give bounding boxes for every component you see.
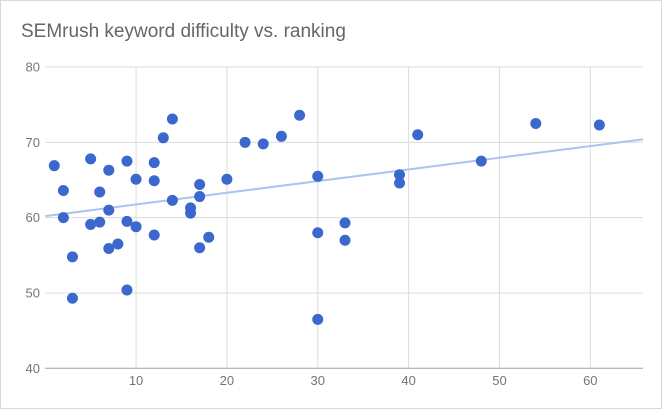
scatter-point[interactable] — [166, 113, 178, 125]
scatter-point[interactable] — [148, 229, 160, 241]
scatter-point[interactable] — [475, 155, 487, 167]
scatter-point[interactable] — [593, 119, 605, 131]
scatter-point[interactable] — [185, 207, 197, 219]
scatter-point[interactable] — [394, 177, 406, 189]
chart-title: SEMrush keyword difficulty vs. ranking — [21, 21, 346, 42]
scatter-point[interactable] — [339, 234, 351, 246]
y-tick-label: 50 — [26, 285, 40, 300]
scatter-point[interactable] — [121, 155, 133, 167]
scatter-point[interactable] — [85, 153, 97, 165]
scatter-point[interactable] — [148, 175, 160, 187]
x-tick-label: 10 — [129, 373, 143, 388]
scatter-point[interactable] — [103, 204, 115, 216]
scatter-point[interactable] — [275, 130, 287, 142]
scatter-point[interactable] — [412, 129, 424, 141]
scatter-point[interactable] — [194, 179, 206, 191]
scatter-point[interactable] — [112, 238, 124, 250]
x-tick-label: 50 — [492, 373, 506, 388]
scatter-point[interactable] — [57, 212, 69, 224]
scatter-point[interactable] — [121, 215, 133, 227]
x-tick-label: 40 — [401, 373, 415, 388]
scatter-point[interactable] — [85, 218, 97, 230]
scatter-point[interactable] — [130, 173, 142, 185]
scatter-point[interactable] — [94, 216, 106, 228]
scatter-point[interactable] — [294, 109, 306, 121]
y-tick-label: 40 — [26, 361, 40, 376]
x-tick-label: 30 — [311, 373, 325, 388]
trendline — [45, 138, 644, 218]
scatter-point[interactable] — [257, 138, 269, 150]
scatter-point[interactable] — [312, 170, 324, 182]
scatter-point[interactable] — [312, 313, 324, 325]
scatter-point[interactable] — [103, 164, 115, 176]
scatter-point[interactable] — [239, 136, 251, 148]
scatter-point[interactable] — [148, 157, 160, 169]
x-tick-label: 20 — [220, 373, 234, 388]
scatter-point[interactable] — [130, 221, 142, 233]
y-tick-label: 70 — [26, 135, 40, 150]
scatter-point[interactable] — [166, 194, 178, 206]
scatter-point[interactable] — [194, 242, 206, 254]
scatter-point[interactable] — [94, 186, 106, 198]
scatter-point[interactable] — [530, 117, 542, 129]
scatter-point[interactable] — [221, 173, 233, 185]
scatter-point[interactable] — [312, 227, 324, 239]
scatter-point[interactable] — [121, 284, 133, 296]
scatter-point[interactable] — [157, 132, 169, 144]
scatter-point[interactable] — [48, 160, 60, 172]
scatter-point[interactable] — [394, 169, 406, 181]
y-tick-label: 60 — [26, 210, 40, 225]
scatter-point[interactable] — [194, 191, 206, 203]
scatter-point[interactable] — [66, 251, 78, 263]
scatter-point[interactable] — [103, 243, 115, 255]
scatter-point[interactable] — [339, 217, 351, 229]
scatter-point[interactable] — [203, 231, 215, 243]
y-tick-label: 80 — [26, 60, 40, 75]
scatter-point[interactable] — [57, 185, 69, 197]
scatter-point[interactable] — [66, 292, 78, 304]
x-tick-label: 60 — [583, 373, 597, 388]
